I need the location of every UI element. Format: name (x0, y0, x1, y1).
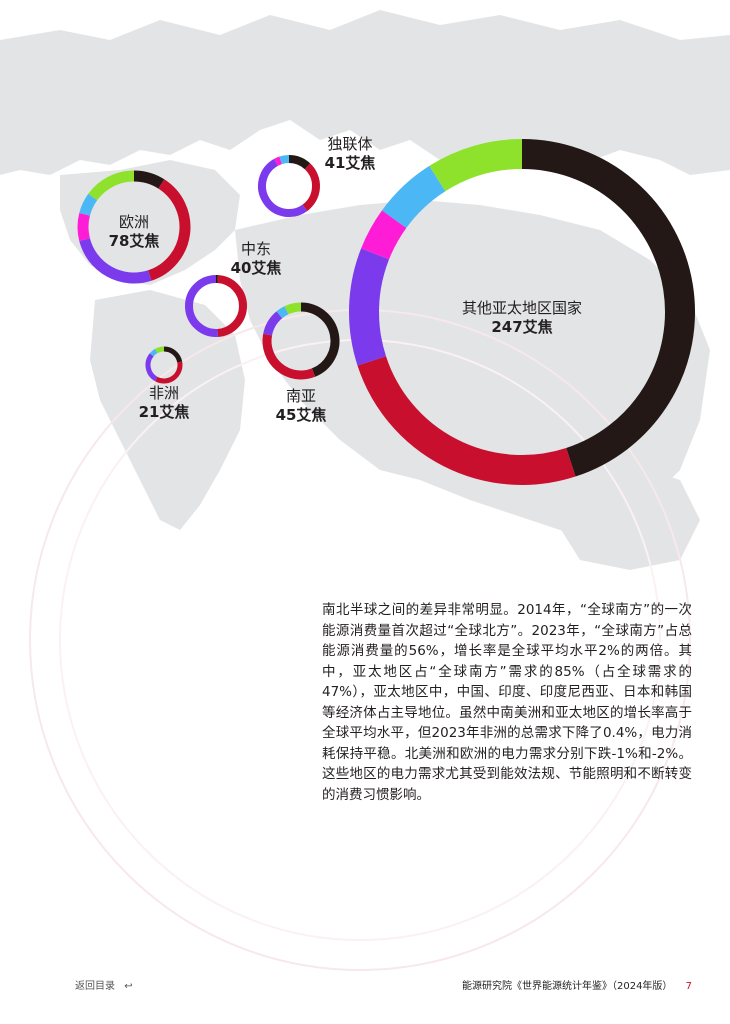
europe-segment-purple (79, 238, 152, 284)
other-apac-segment-black (521, 139, 695, 477)
label-middle-east: 中东 40艾焦 (216, 240, 296, 278)
label-europe-name: 欧洲 (118, 213, 149, 231)
other-apac-segment-purple (349, 248, 390, 366)
label-cis-value: 41艾焦 (324, 153, 376, 172)
label-africa: 非洲 21艾焦 (124, 384, 204, 422)
map-landmass-north (0, 10, 730, 175)
other-apac-segment-skyblue (382, 165, 446, 229)
donut-cis (258, 155, 320, 217)
cis-segment-black (288, 155, 311, 170)
europe-segment-magenta (77, 212, 90, 242)
africa-segment-crimson (155, 361, 183, 384)
map-landmass-oceania (555, 460, 700, 570)
europe-segment-lime (88, 170, 135, 201)
cis-segment-purple (258, 158, 308, 217)
donut-other-apac (349, 139, 695, 485)
cis-segment-crimson (302, 163, 320, 212)
cis-segment-magenta (274, 156, 282, 166)
middle-east-segment-purple (185, 275, 218, 337)
south-asia-segment-lime (284, 302, 302, 315)
donut-europe (77, 170, 191, 284)
back-to-contents-link[interactable]: 返回目录 ↩ (75, 977, 133, 992)
footer-publication: 能源研究院《世界能源统计年鉴》（2024年版） 7 (462, 977, 692, 992)
page-number: 7 (685, 981, 692, 992)
europe-segment-black (133, 170, 165, 189)
label-other-apac: 其他亚太地区国家 247艾焦 (432, 299, 612, 337)
return-arrow-icon: ↩ (124, 981, 133, 992)
label-south-asia-name: 南亚 (285, 387, 316, 405)
other-apac-segment-crimson (357, 355, 576, 485)
label-south-asia: 南亚 45艾焦 (261, 387, 341, 425)
label-other-apac-value: 247艾焦 (491, 317, 553, 336)
label-europe-value: 78艾焦 (108, 231, 160, 250)
europe-segment-crimson (147, 179, 191, 281)
footer-publication-title: 能源研究院《世界能源统计年鉴》（2024年版） (461, 981, 673, 992)
label-south-asia-value: 45艾焦 (275, 405, 327, 424)
label-europe: 欧洲 78艾焦 (94, 213, 174, 251)
other-apac-segment-magenta (361, 210, 407, 260)
donut-south-asia (262, 302, 340, 380)
label-middle-east-name: 中东 (240, 240, 271, 258)
cis-segment-skyblue (279, 155, 290, 165)
south-asia-segment-crimson (262, 333, 316, 380)
body-paragraph: 南北半球之间的差异非常明显。2014年，“全球南方”的一次能源消费量首次超过“全… (322, 602, 692, 803)
europe-segment-skyblue (79, 193, 98, 216)
label-middle-east-value: 40艾焦 (230, 258, 282, 277)
africa-segment-black (163, 346, 183, 363)
label-cis-name: 独联体 (327, 135, 373, 153)
label-cis: 独联体 41艾焦 (310, 135, 390, 173)
other-apac-segment-lime (429, 139, 523, 192)
label-africa-value: 21艾焦 (138, 402, 190, 421)
donut-africa (145, 346, 183, 384)
africa-segment-skyblue (149, 348, 158, 357)
africa-segment-purple (145, 353, 158, 382)
donut-middle-east (185, 274, 247, 337)
south-asia-segment-purple (263, 311, 283, 336)
middle-east-segment-crimson (217, 275, 247, 337)
south-asia-segment-skyblue (276, 306, 289, 319)
label-other-apac-name: 其他亚太地区国家 (461, 299, 582, 317)
south-asia-segment-black (300, 302, 340, 377)
label-africa-name: 非洲 (148, 384, 179, 402)
back-to-contents-label: 返回目录 (75, 981, 115, 992)
africa-segment-lime (155, 346, 165, 354)
